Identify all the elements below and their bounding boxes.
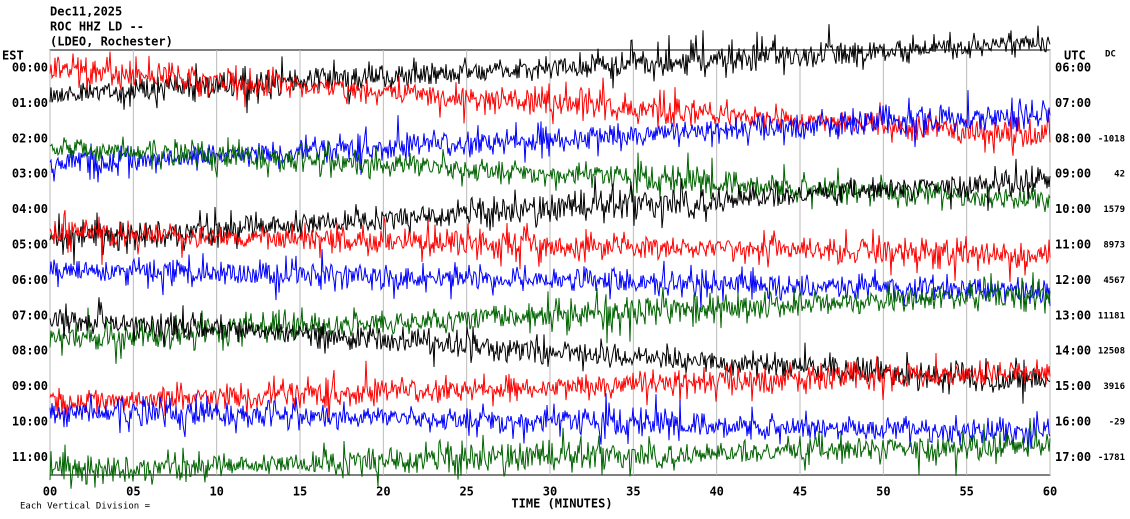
dc-label: 3916	[1103, 382, 1125, 392]
dc-label: 8973	[1103, 241, 1125, 251]
trace	[49, 209, 1051, 283]
est-label: 06:00	[12, 273, 48, 287]
utc-label: 09:00	[1055, 167, 1091, 181]
title-line: Dec11,2025	[50, 5, 122, 19]
x-tick-label: 25	[459, 485, 473, 499]
utc-label: 10:00	[1055, 202, 1091, 216]
dc-label: -1018	[1098, 134, 1125, 144]
dc-label: 4567	[1103, 276, 1125, 286]
trace	[49, 297, 1051, 404]
dc-label: 11181	[1098, 311, 1125, 321]
utc-label: 08:00	[1055, 131, 1091, 145]
est-label: 02:00	[12, 131, 48, 145]
est-label: 05:00	[12, 238, 48, 252]
est-label: 08:00	[12, 344, 48, 358]
est-label: 04:00	[12, 202, 48, 216]
trace	[49, 158, 1051, 266]
dc-label: -29	[1109, 418, 1125, 428]
x-tick-label: 35	[626, 485, 640, 499]
x-tick-label: 30	[543, 485, 557, 499]
est-label: 07:00	[12, 308, 48, 322]
left-axis-label: EST	[2, 49, 24, 63]
x-tick-label: 10	[209, 485, 223, 499]
utc-label: 12:00	[1055, 273, 1091, 287]
dc-label: 1579	[1103, 205, 1125, 215]
x-axis-label: TIME (MINUTES)	[511, 497, 612, 511]
x-tick-label: 00	[43, 485, 57, 499]
trace	[49, 393, 1051, 453]
trace	[49, 51, 1051, 156]
dc-label: DC	[1105, 50, 1116, 60]
x-tick-label: 20	[376, 485, 390, 499]
utc-label: 07:00	[1055, 96, 1091, 110]
utc-label: 15:00	[1055, 379, 1091, 393]
x-tick-label: 55	[959, 485, 973, 499]
x-tick-label: 60	[1043, 485, 1057, 499]
trace	[49, 90, 1051, 183]
footer: Each Vertical Division =	[20, 502, 151, 512]
trace	[49, 272, 1051, 364]
utc-label: 06:00	[1055, 61, 1091, 75]
utc-label: 13:00	[1055, 308, 1091, 322]
est-label: 10:00	[12, 415, 48, 429]
trace	[49, 136, 1051, 212]
title-line: ROC HHZ LD --	[50, 20, 144, 34]
est-label: 00:00	[12, 61, 48, 75]
x-tick-label: 50	[876, 485, 890, 499]
est-label: 03:00	[12, 167, 48, 181]
utc-label: 14:00	[1055, 344, 1091, 358]
trace	[49, 417, 1051, 489]
dc-label: -1781	[1098, 453, 1125, 463]
x-tick-label: 40	[709, 485, 723, 499]
utc-label: 11:00	[1055, 238, 1091, 252]
utc-label: 17:00	[1055, 450, 1091, 464]
title-line: (LDEO, Rochester)	[50, 35, 173, 49]
x-tick-label: 05	[126, 485, 140, 499]
est-label: 09:00	[12, 379, 48, 393]
trace	[49, 249, 1051, 311]
est-label: 01:00	[12, 96, 48, 110]
trace	[49, 24, 1051, 114]
x-tick-label: 45	[793, 485, 807, 499]
x-tick-label: 15	[293, 485, 307, 499]
est-label: 11:00	[12, 450, 48, 464]
dc-label: 12508	[1098, 347, 1125, 357]
utc-label: 16:00	[1055, 415, 1091, 429]
right-axis-label: UTC	[1064, 49, 1086, 63]
dc-label: 42	[1114, 170, 1125, 180]
